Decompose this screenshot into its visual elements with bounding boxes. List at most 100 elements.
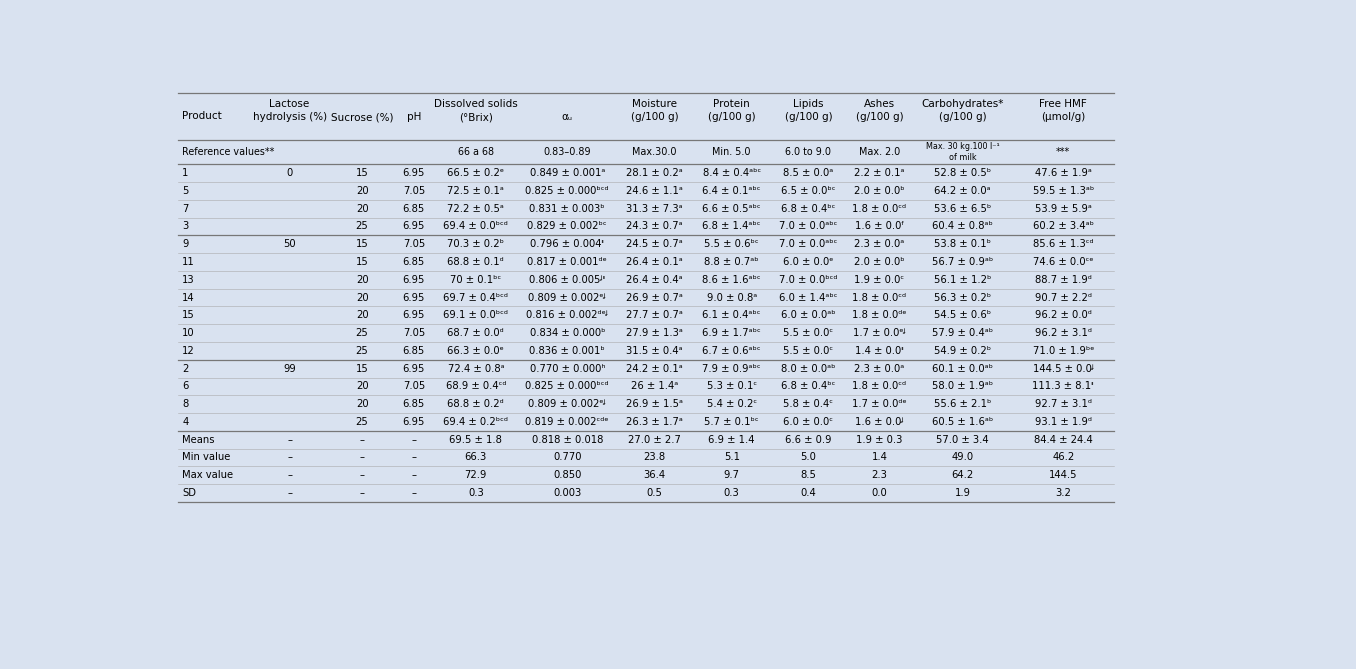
Text: 6: 6	[182, 381, 188, 391]
Text: 1.9 ± 0.3: 1.9 ± 0.3	[856, 435, 903, 445]
Text: 11: 11	[182, 257, 195, 267]
Text: 0.825 ± 0.000ᵇᶜᵈ: 0.825 ± 0.000ᵇᶜᵈ	[526, 381, 609, 391]
Text: 6.0 to 9.0: 6.0 to 9.0	[785, 147, 831, 157]
Text: 5.1: 5.1	[724, 452, 740, 462]
Text: 8.4 ± 0.4ᵃᵇᶜ: 8.4 ± 0.4ᵃᵇᶜ	[702, 168, 761, 178]
Text: 6.6 ± 0.9: 6.6 ± 0.9	[785, 435, 831, 445]
Text: 27.0 ± 2.7: 27.0 ± 2.7	[628, 435, 681, 445]
Text: 6.8 ± 0.4ᵇᶜ: 6.8 ± 0.4ᵇᶜ	[781, 203, 835, 213]
Text: 20: 20	[355, 381, 369, 391]
Text: 26 ± 1.4ᵃ: 26 ± 1.4ᵃ	[631, 381, 678, 391]
Text: 54.9 ± 0.2ᵇ: 54.9 ± 0.2ᵇ	[934, 346, 991, 356]
Text: 56.1 ± 1.2ᵇ: 56.1 ± 1.2ᵇ	[934, 275, 991, 285]
Text: (g/100 g): (g/100 g)	[785, 112, 833, 122]
Text: 25: 25	[355, 346, 369, 356]
Text: 6.85: 6.85	[403, 257, 424, 267]
Text: 9: 9	[182, 240, 188, 250]
Text: 3: 3	[182, 221, 188, 231]
Text: 7.0 ± 0.0ᵃᵇᶜ: 7.0 ± 0.0ᵃᵇᶜ	[780, 221, 838, 231]
Text: 0.770 ± 0.000ʰ: 0.770 ± 0.000ʰ	[529, 364, 605, 373]
Text: 96.2 ± 3.1ᵈ: 96.2 ± 3.1ᵈ	[1035, 328, 1092, 338]
Text: 54.5 ± 0.6ᵇ: 54.5 ± 0.6ᵇ	[934, 310, 991, 320]
Text: 2.3: 2.3	[872, 470, 887, 480]
Text: 5.5 ± 0.0ᶜ: 5.5 ± 0.0ᶜ	[784, 346, 834, 356]
Text: 27.7 ± 0.7ᵃ: 27.7 ± 0.7ᵃ	[626, 310, 683, 320]
Text: 60.5 ± 1.6ᵃᵇ: 60.5 ± 1.6ᵃᵇ	[932, 417, 993, 427]
Text: Sucrose (%): Sucrose (%)	[331, 112, 393, 122]
Text: αᵤ: αᵤ	[561, 112, 572, 122]
Text: 7.05: 7.05	[403, 186, 424, 196]
Text: 5.4 ± 0.2ᶜ: 5.4 ± 0.2ᶜ	[706, 399, 757, 409]
Text: 0: 0	[286, 168, 293, 178]
Text: 60.2 ± 3.4ᵃᵇ: 60.2 ± 3.4ᵃᵇ	[1033, 221, 1094, 231]
Text: 6.9 ± 1.7ᵃᵇᶜ: 6.9 ± 1.7ᵃᵇᶜ	[702, 328, 761, 338]
Text: 6.85: 6.85	[403, 399, 424, 409]
Text: 8.0 ± 0.0ᵃᵇ: 8.0 ± 0.0ᵃᵇ	[781, 364, 835, 373]
Text: 6.95: 6.95	[403, 310, 424, 320]
Text: Max. 2.0: Max. 2.0	[858, 147, 900, 157]
Text: Max. 30 kg.100 l⁻¹: Max. 30 kg.100 l⁻¹	[926, 142, 999, 151]
Text: 93.1 ± 1.9ᵈ: 93.1 ± 1.9ᵈ	[1035, 417, 1092, 427]
Text: Ashes: Ashes	[864, 100, 895, 110]
Text: –: –	[287, 470, 292, 480]
Text: Carbohydrates*: Carbohydrates*	[921, 100, 1003, 110]
Text: 24.5 ± 0.7ᵃ: 24.5 ± 0.7ᵃ	[626, 240, 683, 250]
Text: 1.8 ± 0.0ᵈᵉ: 1.8 ± 0.0ᵈᵉ	[852, 310, 907, 320]
Text: 0.834 ± 0.000ᵇ: 0.834 ± 0.000ᵇ	[529, 328, 605, 338]
Text: 20: 20	[355, 310, 369, 320]
Text: 2.2 ± 0.1ᵃ: 2.2 ± 0.1ᵃ	[854, 168, 904, 178]
Text: 1.4 ± 0.0ᶧ: 1.4 ± 0.0ᶧ	[854, 346, 904, 356]
Text: 72.5 ± 0.1ᵃ: 72.5 ± 0.1ᵃ	[447, 186, 504, 196]
Text: 26.4 ± 0.1ᵃ: 26.4 ± 0.1ᵃ	[626, 257, 683, 267]
Text: Dissolved solids: Dissolved solids	[434, 100, 518, 110]
Text: 20: 20	[355, 186, 369, 196]
Text: –: –	[287, 435, 292, 445]
Text: 2.3 ± 0.0ᵃ: 2.3 ± 0.0ᵃ	[854, 240, 904, 250]
Text: 66.5 ± 0.2ᵉ: 66.5 ± 0.2ᵉ	[447, 168, 504, 178]
Text: 69.1 ± 0.0ᵇᶜᵈ: 69.1 ± 0.0ᵇᶜᵈ	[443, 310, 508, 320]
Text: 6.85: 6.85	[403, 346, 424, 356]
Text: 0.796 ± 0.004ᶧ: 0.796 ± 0.004ᶧ	[530, 240, 605, 250]
Text: (g/100 g): (g/100 g)	[856, 112, 903, 122]
Text: 6.0 ± 1.4ᵃᵇᶜ: 6.0 ± 1.4ᵃᵇᶜ	[780, 292, 838, 302]
Text: 15: 15	[182, 310, 195, 320]
Text: 0.4: 0.4	[800, 488, 816, 498]
Text: 8.8 ± 0.7ᵃᵇ: 8.8 ± 0.7ᵃᵇ	[704, 257, 759, 267]
Text: 13: 13	[182, 275, 195, 285]
Text: (g/100 g): (g/100 g)	[631, 112, 678, 122]
Text: 53.8 ± 0.1ᵇ: 53.8 ± 0.1ᵇ	[934, 240, 991, 250]
Text: 26.4 ± 0.4ᵃ: 26.4 ± 0.4ᵃ	[626, 275, 683, 285]
Text: 10: 10	[182, 328, 195, 338]
Text: –: –	[359, 488, 365, 498]
Text: –: –	[411, 470, 416, 480]
Text: 84.4 ± 24.4: 84.4 ± 24.4	[1033, 435, 1093, 445]
Text: Min. 5.0: Min. 5.0	[712, 147, 751, 157]
Text: 56.3 ± 0.2ᵇ: 56.3 ± 0.2ᵇ	[934, 292, 991, 302]
Text: 69.4 ± 0.2ᵇᶜᵈ: 69.4 ± 0.2ᵇᶜᵈ	[443, 417, 508, 427]
Text: Reference values**: Reference values**	[182, 147, 274, 157]
Text: 88.7 ± 1.9ᵈ: 88.7 ± 1.9ᵈ	[1035, 275, 1092, 285]
Text: 26.3 ± 1.7ᵃ: 26.3 ± 1.7ᵃ	[626, 417, 683, 427]
Text: 0.836 ± 0.001ᵇ: 0.836 ± 0.001ᵇ	[529, 346, 605, 356]
Text: 55.6 ± 2.1ᵇ: 55.6 ± 2.1ᵇ	[934, 399, 991, 409]
Text: 36.4: 36.4	[644, 470, 666, 480]
Text: 96.2 ± 0.0ᵈ: 96.2 ± 0.0ᵈ	[1035, 310, 1092, 320]
Text: 8.6 ± 1.6ᵃᵇᶜ: 8.6 ± 1.6ᵃᵇᶜ	[702, 275, 761, 285]
Text: 1.7 ± 0.0ᵉᶨ: 1.7 ± 0.0ᵉᶨ	[853, 328, 906, 338]
Text: 5.5 ± 0.0ᶜ: 5.5 ± 0.0ᶜ	[784, 328, 834, 338]
Text: 24.2 ± 0.1ᵃ: 24.2 ± 0.1ᵃ	[626, 364, 683, 373]
Text: 0.806 ± 0.005ᶨᶧ: 0.806 ± 0.005ᶨᶧ	[529, 275, 605, 285]
Text: 144.5 ± 0.0ᶨ: 144.5 ± 0.0ᶨ	[1033, 364, 1094, 373]
Text: 0.83–0.89: 0.83–0.89	[544, 147, 591, 157]
Text: 59.5 ± 1.3ᵃᵇ: 59.5 ± 1.3ᵃᵇ	[1033, 186, 1094, 196]
Text: 92.7 ± 3.1ᵈ: 92.7 ± 3.1ᵈ	[1035, 399, 1092, 409]
Text: 20: 20	[355, 203, 369, 213]
Text: of milk: of milk	[949, 153, 976, 161]
Text: Moisture: Moisture	[632, 100, 677, 110]
Text: 23.8: 23.8	[644, 452, 666, 462]
Text: 0.0: 0.0	[872, 488, 887, 498]
Text: 0.817 ± 0.001ᵈᵉ: 0.817 ± 0.001ᵈᵉ	[527, 257, 607, 267]
Text: 7.0 ± 0.0ᵃᵇᶜ: 7.0 ± 0.0ᵃᵇᶜ	[780, 240, 838, 250]
Text: 7.05: 7.05	[403, 328, 424, 338]
Text: 0.003: 0.003	[553, 488, 582, 498]
